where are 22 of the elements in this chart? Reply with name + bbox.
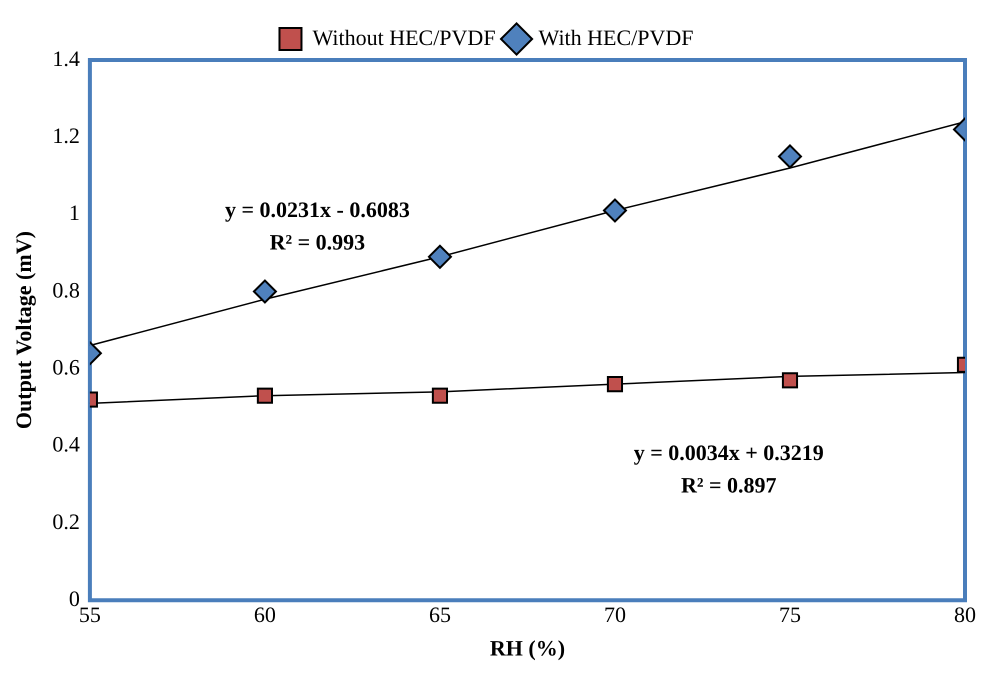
y-tick-label: 1.2 — [52, 122, 80, 148]
legend-label: Without HEC/PVDF — [312, 24, 496, 50]
y-tick-label: 0.2 — [52, 508, 80, 534]
y-tick-label: 0.6 — [52, 354, 80, 380]
y-tick-label: 1 — [68, 200, 80, 226]
x-axis-title: RH (%) — [490, 635, 566, 660]
legend-label: With HEC/PVDF — [538, 24, 694, 50]
x-tick-label: 75 — [778, 602, 801, 628]
x-tick-label: 60 — [254, 602, 276, 628]
y-tick-label: 1.4 — [52, 46, 80, 71]
annotation: y = 0.0231x - 0.6083 — [224, 196, 410, 222]
y-tick-label: 0.4 — [52, 432, 80, 457]
annotation: R² = 0.897 — [680, 472, 776, 498]
x-tick-label: 65 — [428, 602, 451, 628]
y-axis-title: Output Voltage (mV) — [10, 231, 36, 430]
x-tick-label: 80 — [954, 602, 976, 628]
annotation: R² = 0.993 — [270, 229, 366, 254]
x-tick-label: 70 — [604, 602, 626, 628]
y-tick-label: 0.8 — [52, 277, 80, 302]
annotation: y = 0.0034x + 0.3219 — [634, 440, 824, 466]
y-tick-label: 0 — [68, 586, 80, 611]
x-tick-label: 55 — [78, 602, 101, 628]
